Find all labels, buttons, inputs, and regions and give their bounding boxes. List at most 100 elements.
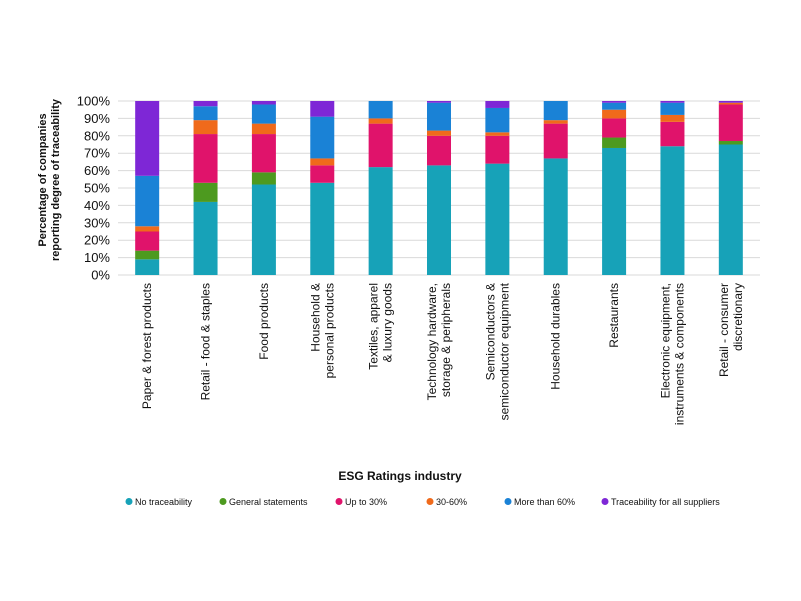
- bar-segment: [427, 130, 451, 136]
- bar-segment: [543, 158, 568, 275]
- bar-segment: [251, 134, 276, 173]
- bar-segment: [310, 182, 335, 275]
- x-tick-label: personal products: [322, 283, 336, 378]
- x-tick-label: Retail - food & staples: [199, 283, 213, 400]
- x-tick-label: discretionary: [731, 283, 745, 351]
- bar-segment: [543, 101, 568, 121]
- bar-segment: [135, 259, 160, 275]
- y-tick-label: 50%: [84, 181, 110, 196]
- y-tick-label: 80%: [84, 128, 110, 143]
- bar-segment: [310, 116, 335, 159]
- x-tick-label: Household durables: [549, 283, 563, 390]
- bar-segment: [193, 120, 218, 135]
- y-tick-label: 0%: [91, 268, 110, 283]
- x-axis-label: ESG Ratings industry: [338, 469, 462, 483]
- y-tick-label: 60%: [84, 163, 110, 178]
- x-tick-label: Food products: [257, 283, 271, 360]
- bar-segment: [718, 102, 743, 105]
- bar-segment: [310, 165, 335, 183]
- legend-marker: [504, 498, 512, 505]
- bar-segment: [660, 114, 685, 122]
- bar-segment: [718, 144, 743, 275]
- bar-segment: [660, 146, 685, 275]
- legend-label: Up to 30%: [345, 497, 387, 507]
- y-tick-label: 40%: [84, 198, 110, 213]
- bar-segment: [485, 101, 510, 108]
- bar-segment: [660, 101, 685, 103]
- bar-segment: [602, 101, 627, 103]
- bar-segment: [427, 102, 451, 131]
- bar-segment: [602, 137, 627, 148]
- bar-segment: [193, 134, 218, 183]
- legend-marker: [426, 498, 434, 505]
- x-tick-label: Technology hardware,: [425, 283, 439, 400]
- y-tick-label: 10%: [84, 250, 110, 265]
- bar-segment: [251, 123, 276, 135]
- x-tick-label: Restaurants: [607, 283, 621, 348]
- bar-segment: [660, 102, 685, 115]
- y-axis-label-line: Percentage of companies: [37, 113, 49, 246]
- bar-segment: [135, 175, 160, 227]
- x-tick-label: & luxury goods: [381, 283, 395, 362]
- legend-label: More than 60%: [514, 497, 575, 507]
- x-tick-label: Electronic equipment,: [658, 283, 672, 398]
- bar-segment: [718, 104, 743, 142]
- y-tick-label: 70%: [84, 146, 110, 161]
- y-tick-label: 90%: [84, 111, 110, 126]
- x-tick-label: Household &: [308, 283, 322, 352]
- bar-segment: [251, 172, 276, 185]
- x-tick-label: Retail - consumer: [717, 283, 731, 377]
- bar-segment: [602, 147, 627, 275]
- legend-label: 30-60%: [436, 497, 467, 507]
- bar-segment: [310, 101, 335, 117]
- x-tick-label: Paper & forest products: [140, 283, 154, 409]
- bar-segment: [427, 165, 451, 275]
- x-axis: Paper & forest products Retail - food & s…: [140, 282, 745, 425]
- bar-segment: [427, 135, 451, 166]
- legend-marker: [125, 498, 133, 505]
- bar-segment: [543, 120, 568, 124]
- bars: [135, 101, 743, 275]
- bar-segment: [193, 201, 218, 275]
- y-tick-label: 100%: [77, 94, 111, 109]
- bar-segment: [718, 101, 743, 103]
- bar-segment: [310, 158, 335, 166]
- bar-segment: [251, 184, 276, 275]
- bar-segment: [660, 121, 685, 147]
- bar-segment: [193, 101, 218, 107]
- legend-label: No traceability: [135, 497, 193, 507]
- bar-segment: [251, 101, 276, 105]
- bar-segment: [718, 141, 743, 145]
- bar-segment: [368, 123, 393, 168]
- bar-segment: [485, 163, 510, 275]
- bar-segment: [602, 118, 627, 138]
- bar-segment: [193, 182, 218, 202]
- x-tick-label: semiconductor equipment: [497, 282, 511, 420]
- y-axis: 0% 10% 20% 30% 40% 50% 60% 70% 80% 90% 100%: [77, 94, 111, 283]
- x-tick-label: Textiles, apparel: [367, 283, 381, 370]
- x-tick-label: instruments & components: [672, 283, 686, 425]
- bar-segment: [485, 135, 510, 164]
- bar-segment: [368, 167, 393, 275]
- bar-segment: [427, 101, 451, 103]
- bar-segment: [135, 226, 160, 232]
- bar-segment: [193, 106, 218, 121]
- legend-label: Traceability for all suppliers: [611, 497, 720, 507]
- bar-segment: [368, 101, 393, 119]
- legend-marker: [601, 498, 609, 505]
- bar-segment: [135, 250, 160, 260]
- legend: No traceability General statements Up to 3…: [125, 497, 720, 507]
- bar-segment: [485, 132, 510, 136]
- y-axis-label: Percentage of companiesreporting degree …: [37, 98, 62, 261]
- bar-segment: [251, 104, 276, 124]
- x-tick-label: Semiconductors &: [483, 283, 497, 380]
- bar-segment: [602, 102, 627, 110]
- y-tick-label: 20%: [84, 233, 110, 248]
- legend-marker: [219, 498, 227, 505]
- bar-segment: [368, 118, 393, 124]
- x-tick-label: storage & peripherals: [439, 283, 453, 397]
- bar-segment: [602, 109, 627, 119]
- bar-segment: [485, 107, 510, 133]
- bar-segment: [135, 231, 160, 251]
